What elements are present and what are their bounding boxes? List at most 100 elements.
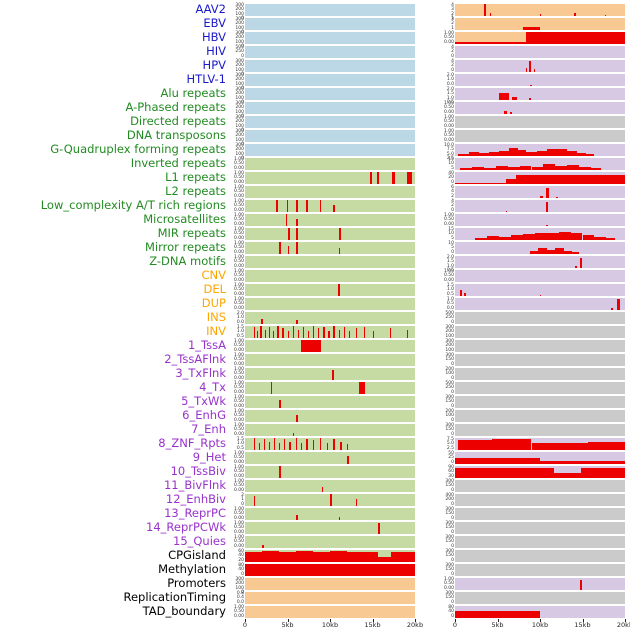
right-track-panel bbox=[455, 409, 625, 423]
right-track-panel bbox=[455, 339, 625, 353]
signal-bar bbox=[536, 151, 547, 157]
signal-bar bbox=[284, 439, 286, 451]
left-track-panel bbox=[245, 241, 415, 255]
y-tick-label: 0 bbox=[451, 515, 454, 521]
panel-gap bbox=[415, 472, 440, 473]
signal-bar bbox=[455, 610, 540, 619]
track-row: L1 repeats 1.00 0.50 0.00 40 20 0 bbox=[0, 171, 630, 185]
y-tick-label: 0.00 bbox=[233, 305, 244, 311]
signal-bar bbox=[545, 202, 549, 213]
panel-gap bbox=[415, 444, 440, 445]
x-tick-label: 10kb bbox=[321, 621, 339, 629]
y-tick-label: 0.00 bbox=[233, 431, 244, 437]
signal-bar bbox=[510, 112, 513, 115]
y-tick-label: 0 bbox=[451, 319, 454, 325]
panel-gap bbox=[415, 80, 440, 81]
signal-bar bbox=[262, 551, 279, 563]
signal-bar bbox=[372, 330, 374, 339]
y-tick-label: 0.00 bbox=[233, 403, 244, 409]
y-tick-label: 1.5 bbox=[236, 324, 244, 330]
left-track-panel bbox=[245, 283, 415, 297]
signal-bar bbox=[391, 552, 415, 563]
right-track-panel bbox=[455, 507, 625, 521]
y-tick-label: 1.00 bbox=[233, 450, 244, 456]
left-track-panel bbox=[245, 269, 415, 283]
signal-bar bbox=[296, 227, 299, 241]
y-tick-label: 300 bbox=[235, 576, 244, 582]
signal-bar bbox=[348, 330, 351, 339]
signal-bar bbox=[296, 218, 298, 227]
y-tick-label: 100 bbox=[235, 123, 244, 129]
panel-gap bbox=[415, 486, 440, 487]
y-tick-label: 1.00 bbox=[233, 394, 244, 400]
track-label: 6_EnhG bbox=[182, 408, 226, 423]
x-axis-right-panel: 0 5kb 10kb 15kb 20kb bbox=[453, 619, 630, 631]
signal-bar bbox=[337, 283, 340, 297]
track-row: CNV 1.00 0.50 0.00 1.00 0.50 0.00 bbox=[0, 269, 630, 283]
left-y-axis-ticks: 300 200 100 0 bbox=[230, 101, 245, 119]
y-tick-label: 0 bbox=[451, 487, 454, 493]
track-label: Mirror repeats bbox=[144, 240, 226, 255]
signal-bar bbox=[296, 319, 298, 325]
y-tick-label: 0.0 bbox=[236, 319, 244, 325]
y-tick-label: 100 bbox=[445, 347, 454, 353]
right-y-axis-ticks: 1.00 0.50 0.00 bbox=[440, 213, 455, 226]
left-y-axis-ticks: 1.00 0.50 0.00 bbox=[230, 450, 245, 464]
y-tick-label: 1.00 bbox=[443, 30, 454, 36]
signal-bar bbox=[567, 164, 580, 171]
y-tick-label: 40 bbox=[238, 553, 244, 559]
left-y-axis-ticks: 1.00 0.50 0.00 bbox=[230, 227, 245, 240]
y-tick-label: 150 bbox=[445, 483, 454, 489]
y-tick-label: 100 bbox=[445, 413, 454, 419]
y-tick-label: 0 bbox=[241, 156, 244, 162]
signal-bar bbox=[540, 295, 542, 297]
left-track-panel bbox=[245, 381, 415, 395]
signal-bar bbox=[526, 151, 537, 157]
y-tick-label: 100 bbox=[235, 25, 244, 31]
signal-bar bbox=[531, 443, 540, 451]
track-row: A-Phased repeats 300 200 100 0 1.00 0.50 0.00 bbox=[0, 101, 630, 119]
left-y-axis-ticks: 1.00 0.50 0.00 bbox=[230, 269, 245, 282]
track-label: 15_Quies bbox=[173, 534, 226, 549]
y-tick-label: 300 bbox=[235, 30, 244, 36]
right-track-panel bbox=[455, 157, 625, 171]
signal-bar bbox=[553, 472, 581, 479]
left-track-panel bbox=[245, 605, 415, 619]
signal-bar bbox=[307, 330, 310, 339]
y-tick-label: 60 bbox=[238, 548, 244, 554]
right-track-panel bbox=[455, 563, 625, 577]
y-tick-label: 1.00 bbox=[233, 604, 244, 610]
x-axis: 0 5kb 10kb 15kb 20kb 0 5kb 10kb 15kb 20kb bbox=[0, 619, 630, 632]
right-track-panel bbox=[455, 437, 625, 451]
signal-bar bbox=[579, 579, 583, 591]
y-tick-label: 0 bbox=[451, 67, 454, 73]
right-track-panel bbox=[455, 255, 625, 269]
signal-bar bbox=[389, 328, 391, 339]
y-tick-label: 7.5 bbox=[446, 436, 454, 442]
panel-gap bbox=[415, 346, 440, 347]
x-tick-mark bbox=[372, 619, 374, 622]
y-tick-label: 300 bbox=[445, 506, 454, 512]
left-y-axis-ticks: 1.5 1.0 0.5 bbox=[230, 324, 245, 338]
right-y-axis-ticks: 10.0 7.5 5.0 2.5 bbox=[440, 143, 455, 161]
y-tick-label: 10 bbox=[448, 240, 454, 246]
right-y-axis-ticks: 2.0 1.5 1.0 0.5 bbox=[440, 255, 455, 273]
signal-bar bbox=[558, 232, 571, 241]
signal-bar bbox=[333, 204, 336, 213]
track-row: 11_BivFlnk 1.00 0.50 0.00 300 150 0 bbox=[0, 479, 630, 493]
signal-bar bbox=[574, 265, 577, 269]
left-track-panel bbox=[245, 311, 415, 325]
y-tick-label: 200 bbox=[235, 581, 244, 587]
y-tick-label: 6 bbox=[451, 184, 454, 190]
signal-bar bbox=[483, 4, 486, 17]
left-y-axis-ticks: 300 200 100 0 bbox=[230, 143, 245, 161]
left-y-axis-ticks: 60 40 20 bbox=[230, 548, 245, 562]
left-track-panel bbox=[245, 465, 415, 479]
y-tick-label: 200 bbox=[235, 133, 244, 139]
x-tick-label: 20kb bbox=[406, 621, 424, 629]
y-tick-label: 2 bbox=[451, 63, 454, 69]
y-tick-label: 300 bbox=[445, 324, 454, 330]
signal-bar bbox=[531, 166, 544, 171]
y-tick-label: 100 bbox=[235, 151, 244, 157]
y-tick-label: 0.50 bbox=[233, 175, 244, 181]
